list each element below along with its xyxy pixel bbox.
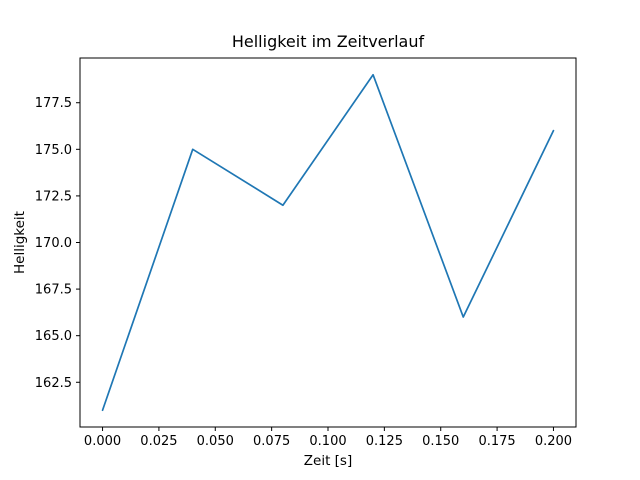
- line-series: [101, 73, 555, 412]
- x-tick-label: 0.025: [140, 434, 177, 449]
- x-tick-label: 0.000: [84, 434, 121, 449]
- x-tick-label: 0.175: [478, 434, 515, 449]
- y-tick-label: 162.5: [35, 376, 72, 391]
- y-tick-label: 167.5: [35, 283, 72, 298]
- x-axis-label: Zeit [s]: [304, 453, 352, 469]
- brightness-line: [101, 73, 555, 412]
- x-tick-label: 0.050: [197, 434, 234, 449]
- y-tick-label: 175.0: [35, 143, 72, 158]
- chart-title: Helligkeit im Zeitverlauf: [232, 32, 425, 51]
- x-tick-label: 0.125: [366, 434, 403, 449]
- x-tick-label: 0.200: [535, 434, 572, 449]
- x-tick-label: 0.075: [253, 434, 290, 449]
- x-tick-label: 0.150: [422, 434, 459, 449]
- axes-frame: [79, 57, 577, 428]
- y-tick-label: 165.0: [35, 329, 72, 344]
- x-tick-label: 0.100: [309, 434, 346, 449]
- y-tick-label: 172.5: [35, 189, 72, 204]
- y-axis-label: Helligkeit: [12, 211, 28, 274]
- y-tick-label: 177.5: [35, 96, 72, 111]
- y-tick-label: 170.0: [35, 236, 72, 251]
- ticks-group: 0.000 0.025 0.050 0.075 0.100 0.125 0.150 0.175…: [35, 96, 572, 449]
